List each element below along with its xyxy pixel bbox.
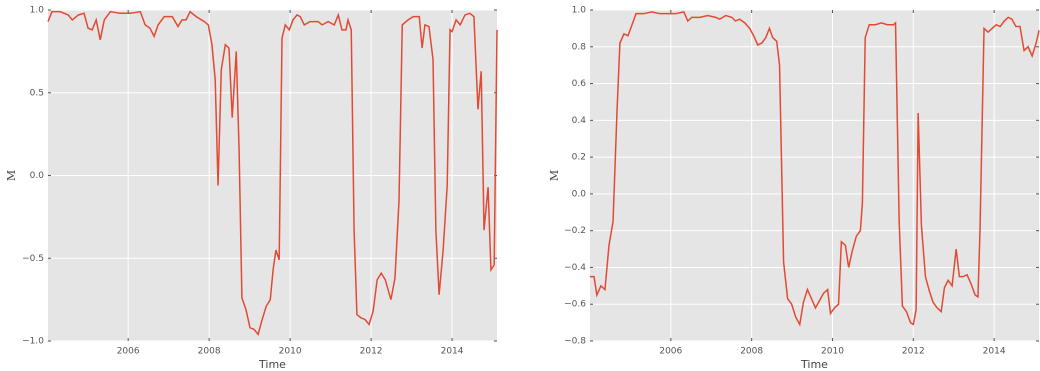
data-line xyxy=(590,10,1040,327)
x-tick-label: 2012 xyxy=(360,347,383,357)
y-tick-label: −0.5 xyxy=(22,254,44,264)
y-tick-label: 1.0 xyxy=(572,6,587,16)
y-tick-label: 0.5 xyxy=(30,88,44,98)
y-tick-label: 0.0 xyxy=(30,171,45,181)
y-tick-label: −0.4 xyxy=(564,263,586,273)
x-tick-label: 2008 xyxy=(198,347,221,357)
x-tick-label: 2006 xyxy=(659,347,682,357)
y-tick-label: 1.0 xyxy=(30,6,45,16)
y-tick-label: 0.0 xyxy=(572,189,587,199)
x-tick-label: 2010 xyxy=(279,347,302,357)
x-tick-label: 2012 xyxy=(902,347,925,357)
y-tick-label: −0.6 xyxy=(564,300,586,310)
y-tick-label: −1.0 xyxy=(22,337,44,347)
x-tick-label: 2014 xyxy=(441,347,464,357)
x-tick-label: 2010 xyxy=(821,347,844,357)
y-tick-label: 0.2 xyxy=(572,153,586,163)
x-tick-label: 2006 xyxy=(117,347,140,357)
data-line xyxy=(47,10,498,336)
y-tick-label: −0.2 xyxy=(564,226,586,236)
y-axis-label: M xyxy=(548,170,561,181)
y-tick-label: 0.4 xyxy=(572,116,587,126)
y-tick-label: 0.6 xyxy=(572,79,587,89)
y-axis-label: M xyxy=(5,170,18,181)
plot-area xyxy=(590,10,1039,341)
x-axis-label: Time xyxy=(800,358,828,371)
x-axis-label: Time xyxy=(258,358,286,371)
x-tick-label: 2008 xyxy=(740,347,763,357)
y-tick-label: 0.8 xyxy=(572,42,587,52)
x-tick-label: 2014 xyxy=(983,347,1006,357)
y-tick-label: −0.8 xyxy=(564,337,586,347)
